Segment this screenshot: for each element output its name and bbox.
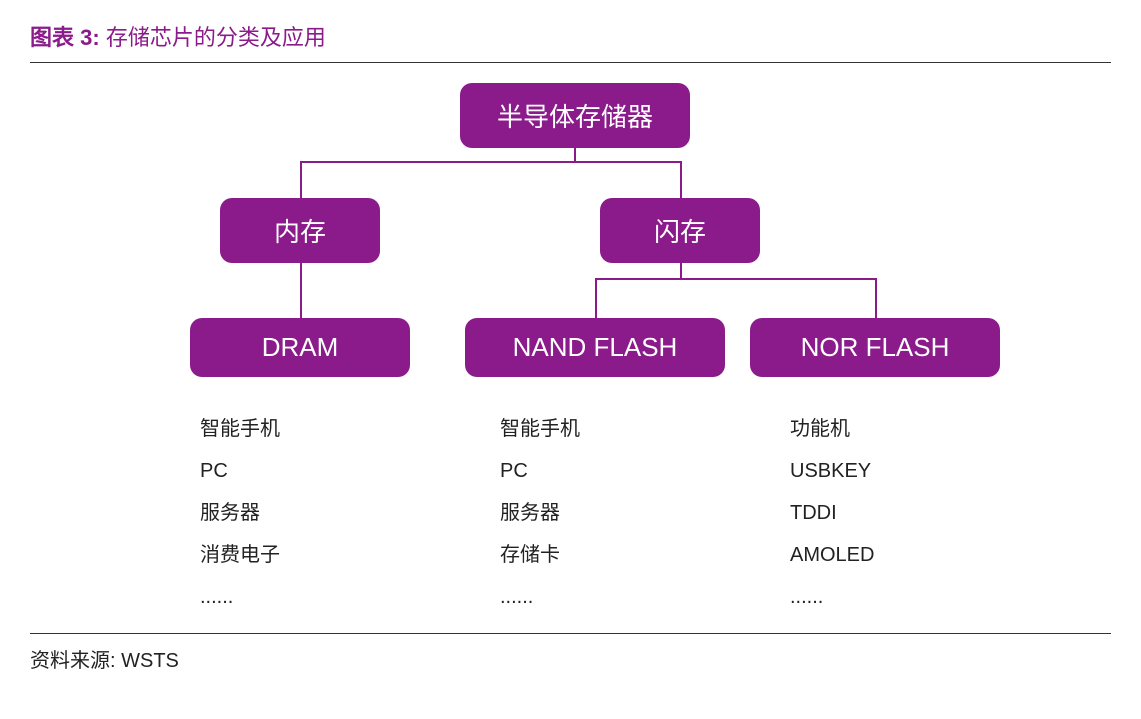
app-list-item: 服务器	[200, 492, 280, 534]
connector-mem-down	[300, 258, 302, 318]
tree-diagram: 半导体存储器 内存 闪存 DRAM NAND FLASH NOR FLASH 智…	[30, 73, 1111, 633]
footer-value: WSTS	[121, 650, 179, 672]
node-dram-label: DRAM	[262, 332, 339, 363]
connector-l3-left	[595, 278, 597, 318]
connector-l3-right	[875, 278, 877, 318]
node-flash: 闪存	[600, 198, 760, 263]
node-mem: 内存	[220, 198, 380, 263]
app-list-item: USBKEY	[790, 450, 874, 492]
app-list-item: 智能手机	[500, 408, 580, 450]
footer-source: 资料来源: WSTS	[30, 633, 1111, 673]
node-nor-label: NOR FLASH	[801, 332, 950, 363]
connector-l3-hbar	[595, 278, 875, 280]
node-nor: NOR FLASH	[750, 318, 1000, 377]
app-list-dram: 智能手机PC服务器消费电子......	[200, 408, 280, 618]
connector-l2-right	[680, 161, 682, 198]
app-list-item: ......	[200, 576, 280, 618]
app-list-item: 智能手机	[200, 408, 280, 450]
app-list-item: TDDI	[790, 492, 874, 534]
connector-l2-hbar	[300, 161, 680, 163]
app-list-item: AMOLED	[790, 534, 874, 576]
app-list-item: ......	[790, 576, 874, 618]
node-flash-label: 闪存	[654, 212, 706, 249]
title-prefix: 图表 3:	[30, 25, 100, 50]
connector-l2-left	[300, 161, 302, 198]
node-root: 半导体存储器	[460, 83, 690, 148]
node-dram: DRAM	[190, 318, 410, 377]
node-root-label: 半导体存储器	[497, 97, 653, 134]
app-list-item: PC	[200, 450, 280, 492]
app-list-nor: 功能机USBKEYTDDIAMOLED......	[790, 408, 874, 618]
app-list-item: 功能机	[790, 408, 874, 450]
node-nand: NAND FLASH	[465, 318, 725, 377]
chart-title: 图表 3: 存储芯片的分类及应用	[30, 20, 1111, 63]
app-list-item: 服务器	[500, 492, 580, 534]
footer-label: 资料来源:	[30, 650, 116, 672]
app-list-item: 消费电子	[200, 534, 280, 576]
app-list-nand: 智能手机PC服务器存储卡......	[500, 408, 580, 618]
node-nand-label: NAND FLASH	[513, 332, 678, 363]
app-list-item: PC	[500, 450, 580, 492]
title-text: 存储芯片的分类及应用	[106, 25, 326, 50]
app-list-item: 存储卡	[500, 534, 580, 576]
node-mem-label: 内存	[274, 212, 326, 249]
app-list-item: ......	[500, 576, 580, 618]
